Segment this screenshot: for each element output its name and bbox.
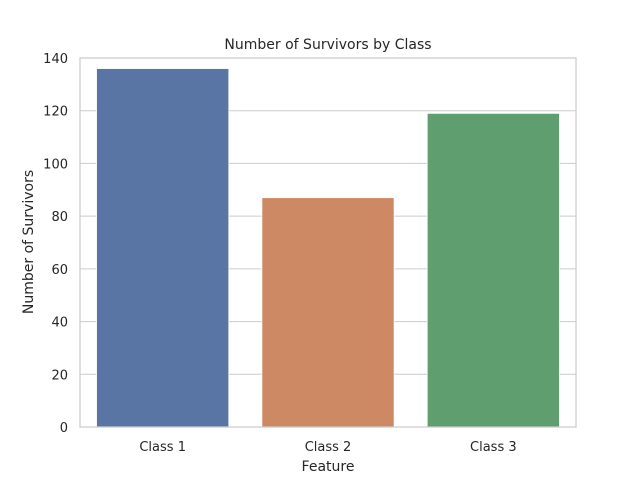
bars [96,68,560,428]
y-tick-label: 120 [43,105,68,120]
y-tick-label: 80 [51,210,68,225]
bar-class-3 [426,112,560,428]
y-axis-label: Number of Survivors [21,170,37,314]
y-tick-label: 100 [43,157,68,172]
y-tick-label: 60 [51,263,68,278]
x-axis-label: Feature [302,459,355,475]
chart-title: Number of Survivors by Class [224,37,431,53]
y-tick-labels: 0 20 40 60 80 100 120 140 [43,52,68,436]
y-tick-label: 0 [60,421,68,436]
bar-class-2 [261,197,395,428]
x-tick-label: Class 2 [305,440,352,455]
x-tick-label: Class 1 [139,440,186,455]
plot-frame [79,57,577,428]
y-tick-label: 140 [43,52,68,67]
x-tick-label: Class 3 [470,440,517,455]
y-tick-label: 40 [51,316,68,331]
bar-class-1 [96,68,230,428]
x-tick-labels: Class 1 Class 2 Class 3 [139,440,516,455]
y-tick-label: 20 [51,368,68,383]
